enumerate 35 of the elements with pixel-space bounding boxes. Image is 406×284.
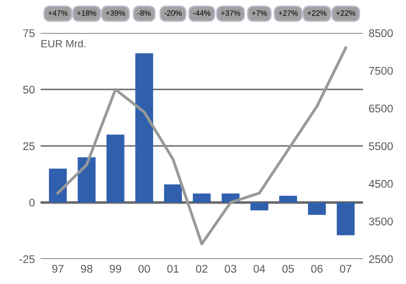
y-axis-title: EUR Mrd. [41, 40, 86, 48]
bar [250, 202, 268, 210]
bar [164, 184, 182, 202]
y2-tick-label: 8500 [369, 29, 393, 38]
x-tick-label: 03 [224, 264, 236, 273]
bar [78, 157, 96, 202]
line-series [56, 46, 348, 246]
x-tick-label: 06 [311, 264, 323, 273]
y2-tick-label: 6500 [369, 104, 393, 112]
y2-tick-label: 3500 [368, 218, 393, 226]
x-tick-label: 01 [167, 264, 179, 273]
x-tick-label: 07 [340, 264, 352, 273]
y2-tick-label: 4500 [368, 180, 393, 188]
bar [336, 202, 355, 236]
x-tick-label: 05 [282, 264, 294, 273]
y-tick-label: 25 [23, 142, 35, 150]
x-tick-label: 00 [138, 264, 150, 273]
bar [48, 168, 67, 202]
x-tick-label: 99 [110, 264, 122, 273]
x-tick-label: 97 [52, 264, 64, 273]
x-tick-label: 98 [80, 264, 92, 273]
y-tick-label: 75 [23, 29, 35, 38]
bar [106, 134, 124, 202]
y2-tick-label: 2500 [369, 255, 393, 264]
bar [192, 193, 211, 202]
x-tick-label: 04 [254, 264, 266, 273]
y-tick-label: -25 [19, 255, 35, 264]
y-tick-label: 0 [29, 198, 35, 207]
bar [279, 196, 298, 202]
x-tick-label: 02 [196, 264, 208, 273]
y2-tick-label: 5500 [368, 142, 393, 150]
bar [135, 53, 154, 202]
y-tick-label: 50 [23, 86, 35, 94]
y2-tick-label: 7500 [369, 66, 393, 75]
bar [308, 202, 326, 215]
